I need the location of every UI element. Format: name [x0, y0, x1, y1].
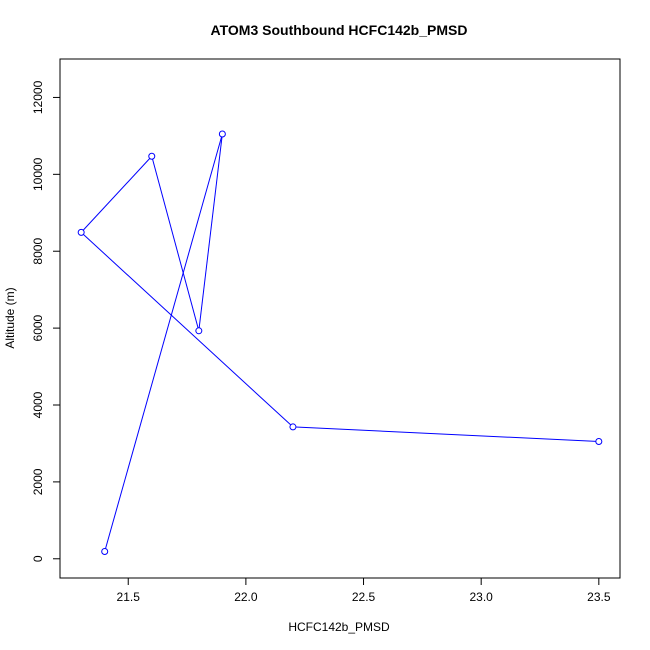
x-tick-label: 22.5	[352, 590, 376, 604]
x-axis-label: HCFC142b_PMSD	[288, 620, 390, 634]
y-tick-label: 6000	[31, 314, 45, 341]
series-layer	[77, 130, 603, 555]
data-point	[148, 152, 156, 160]
data-point	[289, 423, 297, 431]
x-tick-label: 23.5	[587, 590, 611, 604]
series-line-segment	[80, 155, 153, 233]
x-axis: 21.5 22.0 22.5 23.0 23.5	[117, 577, 611, 604]
x-tick-label: 21.5	[117, 590, 141, 604]
chart-title: ATOM3 Southbound HCFC142b_PMSD	[211, 22, 468, 38]
x-tick-label: 22.0	[234, 590, 258, 604]
series-line-segment	[104, 133, 223, 552]
y-tick-label: 0	[31, 555, 45, 562]
data-point	[195, 327, 203, 335]
series-line-segment	[151, 156, 200, 331]
y-tick-label: 10000	[31, 157, 45, 191]
y-tick-label: 8000	[31, 238, 45, 265]
plot-area-frame	[59, 58, 621, 579]
y-tick-label: 12000	[31, 80, 45, 114]
data-point	[595, 438, 603, 446]
y-axis-label: Altitude (m)	[3, 287, 17, 348]
x-tick-label: 23.0	[469, 590, 493, 604]
y-tick-label: 2000	[31, 468, 45, 495]
y-tick-label: 4000	[31, 391, 45, 418]
y-axis: 0 2000 4000 6000 8000 10000 12000	[31, 80, 61, 562]
series-line-segment	[80, 232, 294, 428]
data-point	[218, 130, 226, 138]
data-point	[77, 228, 85, 236]
series-line-segment	[292, 426, 599, 443]
data-point	[101, 547, 109, 555]
series-line-segment	[198, 133, 223, 331]
